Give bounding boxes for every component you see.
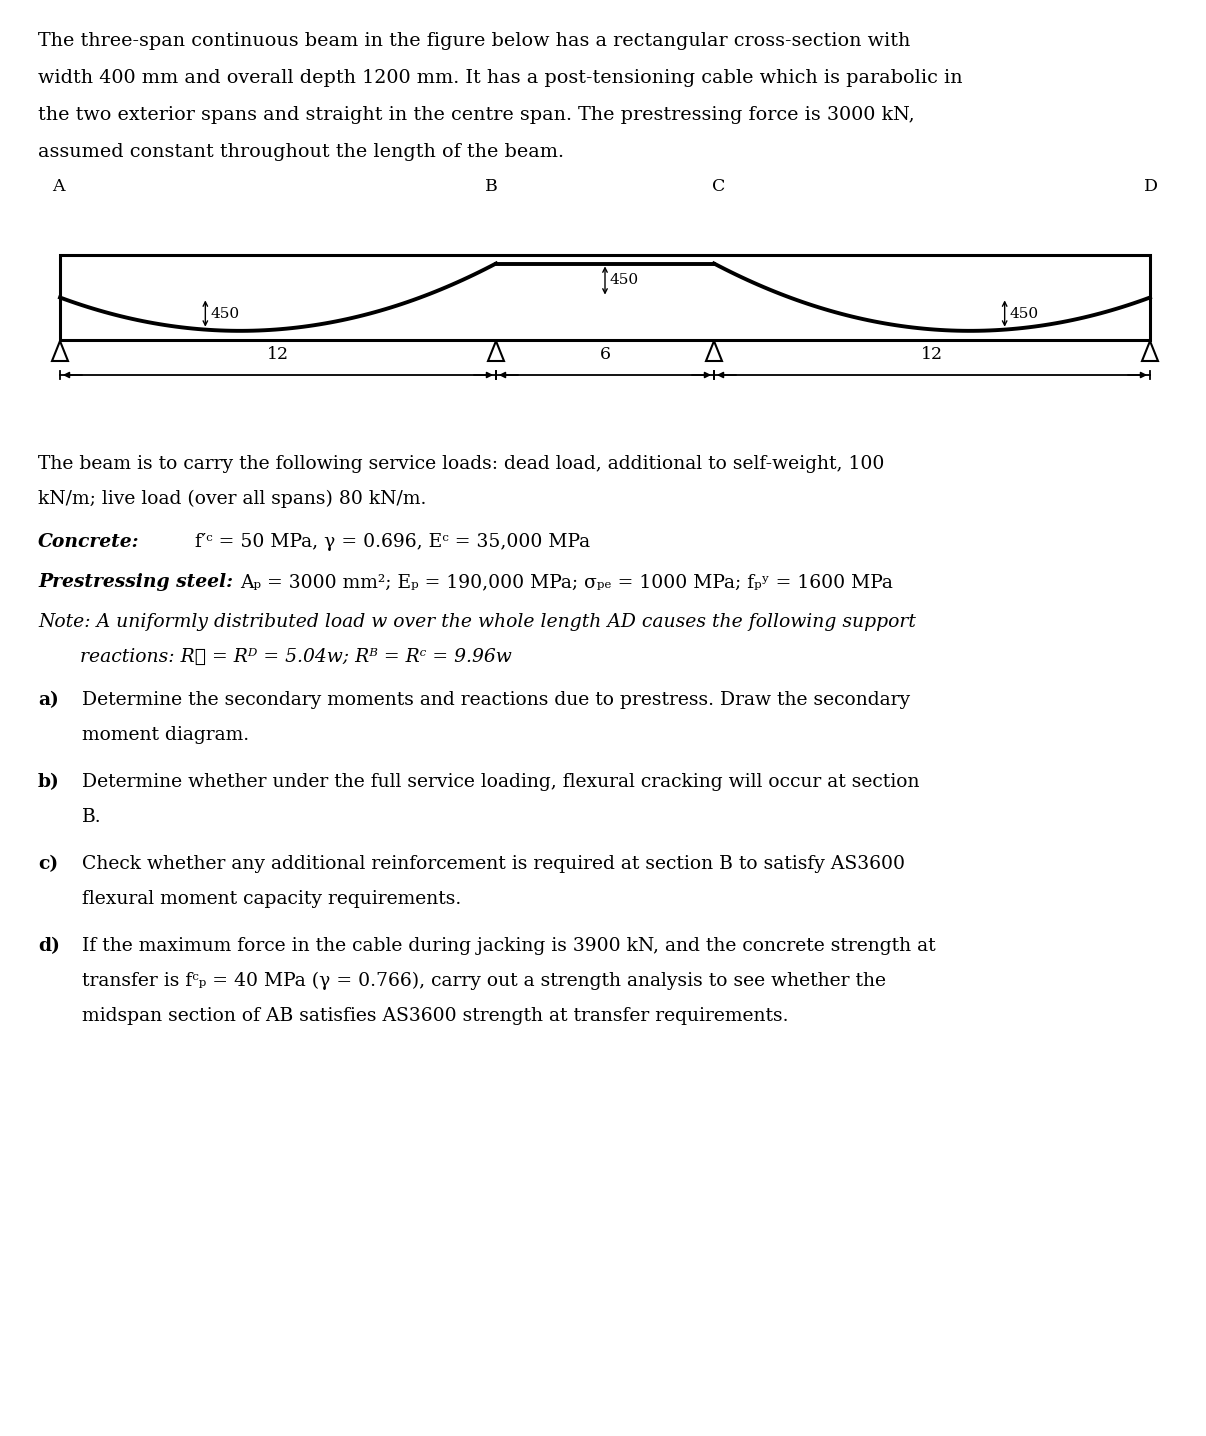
Text: c): c): [39, 854, 58, 873]
Text: If the maximum force in the cable during jacking is 3900 kN, and the concrete st: If the maximum force in the cable during…: [82, 938, 936, 955]
Text: width 400 mm and overall depth 1200 mm. It has a post-tensioning cable which is : width 400 mm and overall depth 1200 mm. …: [39, 69, 962, 88]
Text: Note: A uniformly distributed load w over the whole length AD causes the followi: Note: A uniformly distributed load w ove…: [39, 613, 915, 630]
Text: 450: 450: [610, 273, 639, 287]
Text: Check whether any additional reinforcement is required at section B to satisfy A: Check whether any additional reinforceme…: [82, 854, 904, 873]
Text: 12: 12: [267, 346, 289, 363]
Text: 450: 450: [210, 306, 240, 320]
Text: D: D: [1144, 178, 1158, 195]
Text: transfer is fᶜₚ = 40 MPa (γ = 0.766), carry out a strength analysis to see wheth: transfer is fᶜₚ = 40 MPa (γ = 0.766), ca…: [82, 972, 886, 991]
Text: A: A: [52, 178, 64, 195]
Text: kN/m; live load (over all spans) 80 kN/m.: kN/m; live load (over all spans) 80 kN/m…: [39, 490, 427, 508]
Text: Concrete:: Concrete:: [39, 533, 140, 551]
Text: 12: 12: [921, 346, 943, 363]
Text: B: B: [485, 178, 497, 195]
Text: the two exterior spans and straight in the centre span. The prestressing force i: the two exterior spans and straight in t…: [39, 106, 914, 123]
Text: Prestressing steel:: Prestressing steel:: [39, 573, 233, 592]
Text: reactions: R⁁ = Rᴰ = 5.04w; Rᴮ = Rᶜ = 9.96w: reactions: R⁁ = Rᴰ = 5.04w; Rᴮ = Rᶜ = 9.…: [80, 648, 511, 666]
Text: f′ᶜ = 50 MPa, γ = 0.696, Eᶜ = 35,000 MPa: f′ᶜ = 50 MPa, γ = 0.696, Eᶜ = 35,000 MPa: [195, 533, 590, 551]
Text: d): d): [39, 938, 60, 955]
Text: Determine the secondary moments and reactions due to prestress. Draw the seconda: Determine the secondary moments and reac…: [82, 691, 911, 709]
Text: 6: 6: [599, 346, 610, 363]
Text: C: C: [713, 178, 726, 195]
Text: assumed constant throughout the length of the beam.: assumed constant throughout the length o…: [39, 144, 564, 161]
Text: moment diagram.: moment diagram.: [82, 727, 250, 744]
Text: midspan section of AB satisfies AS3600 strength at transfer requirements.: midspan section of AB satisfies AS3600 s…: [82, 1007, 789, 1025]
Text: B.: B.: [82, 808, 101, 826]
Text: The three-span continuous beam in the figure below has a rectangular cross-secti: The three-span continuous beam in the fi…: [39, 32, 911, 50]
Text: Aₚ = 3000 mm²; Eₚ = 190,000 MPa; σₚₑ = 1000 MPa; fₚʸ = 1600 MPa: Aₚ = 3000 mm²; Eₚ = 190,000 MPa; σₚₑ = 1…: [240, 573, 892, 592]
Text: flexural moment capacity requirements.: flexural moment capacity requirements.: [82, 890, 461, 908]
Bar: [60, 256, 1151, 340]
Text: 450: 450: [1009, 306, 1038, 320]
Text: Determine whether under the full service loading, flexural cracking will occur a: Determine whether under the full service…: [82, 773, 919, 791]
Text: The beam is to carry the following service loads: dead load, additional to self-: The beam is to carry the following servi…: [39, 455, 884, 472]
Text: b): b): [39, 773, 60, 791]
Text: a): a): [39, 691, 59, 709]
